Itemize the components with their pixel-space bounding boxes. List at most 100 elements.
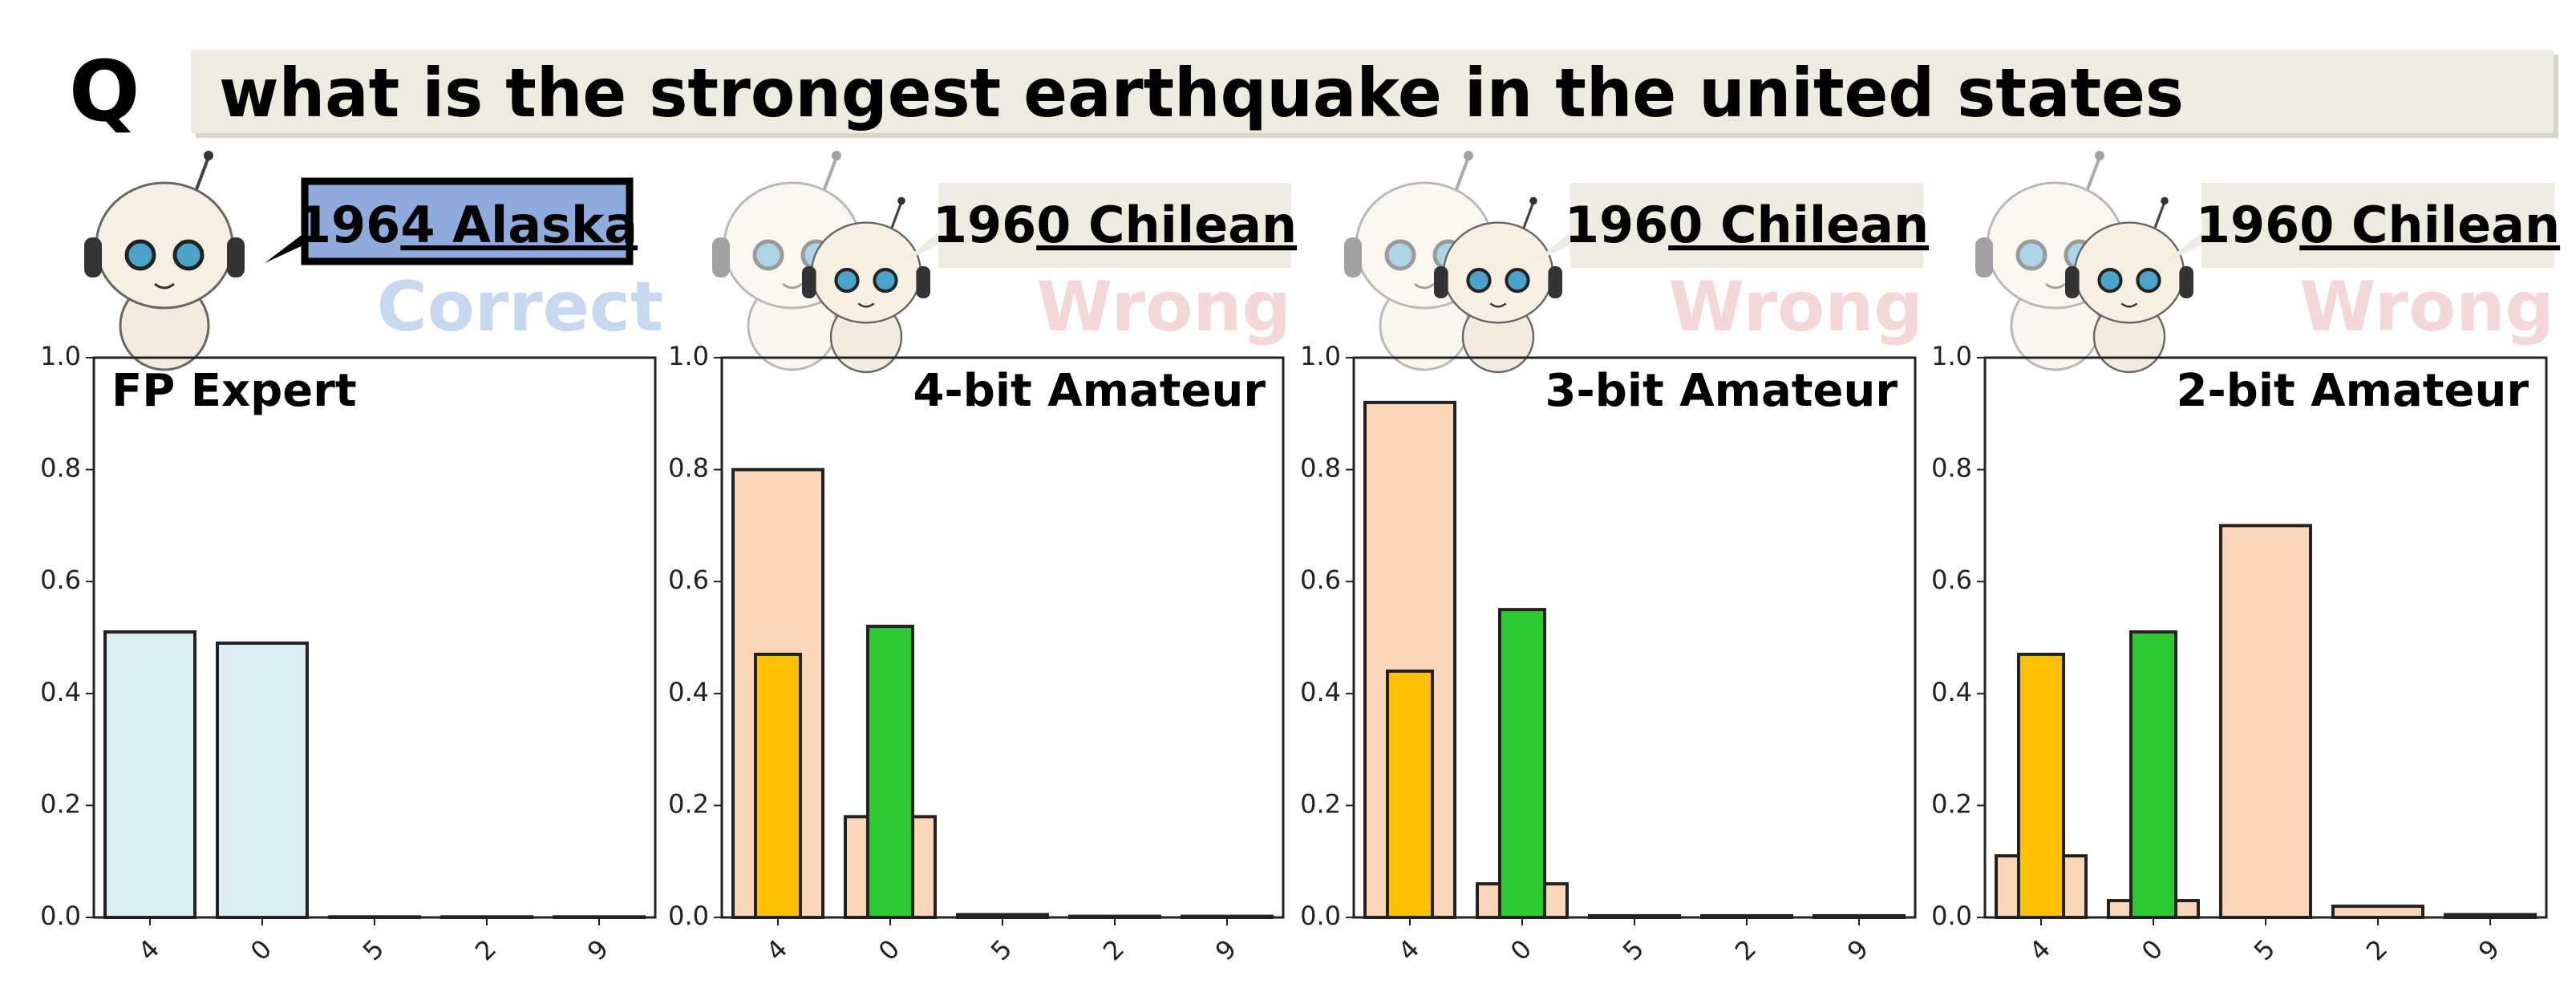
robot-eye-l bbox=[2097, 268, 2123, 294]
robot-antenna bbox=[1522, 201, 1535, 229]
x-tick-label: 4 bbox=[760, 933, 793, 966]
robot-mouth bbox=[782, 282, 803, 290]
verdict: Wrong bbox=[2299, 267, 2554, 347]
x-tick-label: 0 bbox=[1505, 933, 1537, 966]
verdict: Correct bbox=[377, 267, 663, 347]
answer-part: 0 Chilean bbox=[1668, 196, 1929, 254]
y-tick-label: 0.4 bbox=[1300, 677, 1341, 707]
bar bbox=[1498, 608, 1546, 919]
panel: Correct 1964 Alaska 0.0 0.2 0.4 0.6 0.8 1.0 4 0 5 2… bbox=[40, 151, 663, 966]
bubble-text: 1960 Chilean bbox=[933, 196, 1297, 254]
x-tick-label: 5 bbox=[985, 933, 1018, 966]
robot-headset-l bbox=[1434, 266, 1448, 298]
chart-title: 4-bit Amateur bbox=[913, 365, 1266, 417]
robot-eye-r bbox=[1505, 268, 1530, 294]
bubble-text: 1960 Chilean bbox=[2196, 196, 2560, 254]
answer-part: 4 Alaska bbox=[400, 196, 638, 254]
question-box bbox=[191, 50, 2554, 133]
x-tick-label: 4 bbox=[2023, 933, 2056, 966]
robot-antenna bbox=[1455, 156, 1470, 190]
robot-mouth bbox=[154, 282, 175, 290]
robot-antenna-tip bbox=[832, 151, 841, 160]
y-tick-label: 0.4 bbox=[1931, 677, 1972, 707]
y-tick-label: 0.2 bbox=[1931, 788, 1972, 819]
bubble-tail bbox=[265, 233, 305, 263]
plot-frame bbox=[720, 356, 1285, 919]
chart-title: FP Expert bbox=[111, 365, 357, 417]
robot-antenna bbox=[2086, 156, 2101, 190]
robot-antenna bbox=[2153, 201, 2166, 229]
y-tick-label: 1.0 bbox=[1300, 341, 1341, 371]
robot-mouth bbox=[2045, 282, 2066, 290]
robot-headset-r bbox=[916, 266, 930, 298]
robot-amateur bbox=[802, 196, 930, 374]
y-tick-label: 0.0 bbox=[1300, 901, 1341, 931]
robot-mouth bbox=[1489, 302, 1507, 308]
y-tick-label: 1.0 bbox=[40, 341, 81, 371]
y-tick-label: 0.8 bbox=[1931, 453, 1972, 484]
plot-frame bbox=[1983, 356, 2548, 919]
answer-part: 196 bbox=[297, 196, 400, 254]
x-tick-label: 9 bbox=[2473, 933, 2505, 966]
answer-part: 196 bbox=[2196, 196, 2299, 254]
bubble bbox=[1570, 183, 1923, 268]
bubble-tail bbox=[2161, 233, 2201, 265]
robot-headset-l bbox=[802, 266, 816, 298]
answer-part: 0 Chilean bbox=[1036, 196, 1297, 254]
robot-eye-l bbox=[1384, 239, 1416, 271]
bar bbox=[216, 641, 309, 919]
robot-headset-l bbox=[1344, 237, 1362, 277]
chart-title: 2-bit Amateur bbox=[2177, 365, 2529, 417]
bubble-text: 1964 Alaska bbox=[297, 196, 638, 254]
x-tick-label: 0 bbox=[245, 933, 277, 966]
robot-head bbox=[810, 221, 922, 324]
y-tick-label: 0.2 bbox=[1300, 788, 1341, 819]
verdict: Wrong bbox=[1036, 267, 1291, 347]
robot-eye-l bbox=[834, 268, 860, 294]
robot-antenna bbox=[823, 156, 838, 190]
bubble-text: 1960 Chilean bbox=[1565, 196, 1929, 254]
robot-antenna-tip bbox=[1529, 196, 1537, 205]
x-tick-label: 4 bbox=[1392, 933, 1425, 966]
bubble bbox=[2201, 183, 2554, 268]
y-tick-label: 0.2 bbox=[40, 788, 81, 819]
y-tick-label: 0.8 bbox=[1300, 453, 1341, 484]
y-tick-label: 0.8 bbox=[40, 453, 81, 484]
x-tick-label: 2 bbox=[1729, 933, 1762, 966]
robot-mouth bbox=[1414, 282, 1435, 290]
bar bbox=[866, 625, 914, 919]
robot-mouth bbox=[857, 302, 875, 308]
x-tick-label: 9 bbox=[581, 933, 614, 966]
robot-antenna-tip bbox=[1464, 151, 1473, 160]
robot-eye-l bbox=[1466, 268, 1492, 294]
robot-eye-l bbox=[124, 239, 156, 271]
answer-part: 196 bbox=[1565, 196, 1668, 254]
y-tick-label: 0.0 bbox=[1931, 901, 1972, 931]
answer-part: 0 Chilean bbox=[2299, 196, 2560, 254]
question-text: what is the strongest earthquake in the … bbox=[219, 54, 2184, 132]
x-tick-label: 2 bbox=[469, 933, 502, 966]
x-tick-label: 9 bbox=[1209, 933, 1242, 966]
bubble bbox=[938, 183, 1291, 268]
x-tick-label: 5 bbox=[1617, 933, 1650, 966]
x-tick-label: 0 bbox=[873, 933, 905, 966]
robot-headset-l bbox=[712, 237, 730, 277]
robot-antenna bbox=[890, 201, 903, 229]
robot-mouth bbox=[2120, 302, 2138, 308]
robot-eye-r bbox=[873, 268, 898, 294]
y-tick-label: 0.2 bbox=[668, 788, 709, 819]
x-tick-label: 5 bbox=[357, 933, 390, 966]
robot-eye-l bbox=[752, 239, 784, 271]
robot bbox=[84, 151, 245, 371]
x-tick-label: 4 bbox=[132, 933, 165, 966]
bar bbox=[2129, 630, 2177, 920]
robot-headset-l bbox=[1975, 237, 1993, 277]
y-tick-label: 0.0 bbox=[40, 901, 81, 931]
answer-part: 196 bbox=[933, 196, 1036, 254]
robot-antenna-tip bbox=[897, 196, 905, 205]
y-tick-label: 0.4 bbox=[668, 677, 709, 707]
robot-headset-l bbox=[2065, 266, 2080, 298]
x-tick-label: 0 bbox=[2136, 933, 2169, 966]
robot-head bbox=[1442, 221, 1554, 324]
